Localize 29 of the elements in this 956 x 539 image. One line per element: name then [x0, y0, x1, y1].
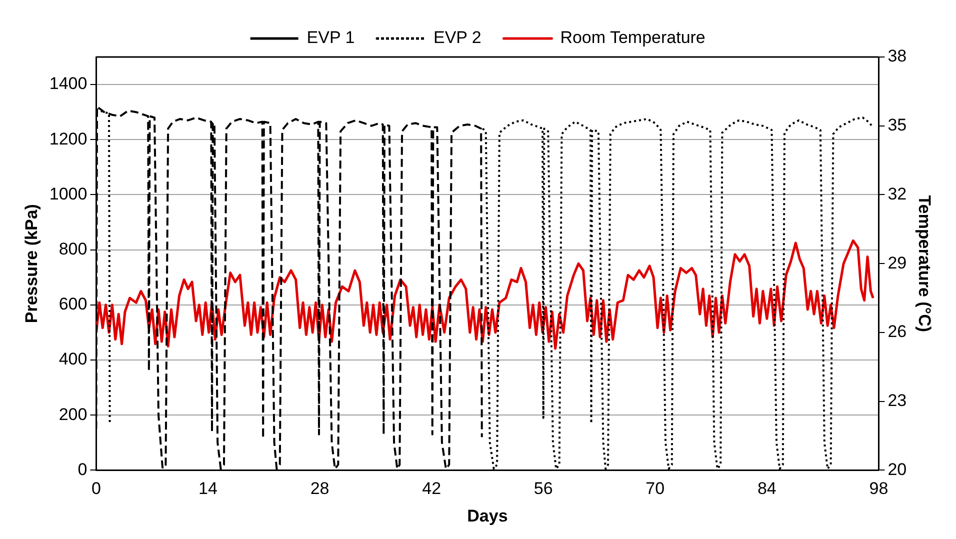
- x-tick-label: 14: [198, 479, 218, 498]
- y2-tick-label: 32: [888, 184, 907, 204]
- x-tick-label: 56: [534, 479, 553, 498]
- legend-label: EVP 1: [306, 28, 355, 48]
- legend-label: EVP 2: [434, 28, 482, 48]
- y-tick-label: 0: [78, 460, 88, 479]
- y-axis-title: Pressure (kPa): [22, 204, 41, 324]
- y-tick-label: 800: [58, 240, 88, 259]
- x-tick-label: 70: [646, 479, 665, 498]
- legend-label: Room Temperature: [560, 28, 706, 48]
- x-tick-label: 84: [757, 479, 776, 498]
- y-tick-label: 1400: [49, 74, 88, 94]
- y-tick-label: 1000: [49, 184, 88, 204]
- x-tick-label: 42: [422, 479, 442, 498]
- y2-tick-label: 38: [888, 46, 907, 66]
- x-tick-label: 28: [310, 479, 330, 498]
- x-axis-title: Days: [467, 506, 508, 526]
- x-tick-label: 98: [869, 479, 888, 498]
- x-tick-label: 0: [91, 479, 101, 498]
- y2-tick-label: 26: [888, 322, 907, 342]
- y-tick-label: 400: [58, 350, 88, 369]
- y-tick-label: 1200: [49, 129, 88, 148]
- y2-tick-label: 29: [888, 253, 907, 272]
- y2-tick-label: 23: [888, 391, 907, 410]
- y-tick-label: 200: [58, 404, 88, 424]
- y2-tick-label: 35: [888, 116, 907, 135]
- y2-axis-title: Temperature (°C): [915, 195, 934, 332]
- y-tick-label: 600: [58, 294, 88, 314]
- y2-tick-label: 20: [888, 460, 907, 479]
